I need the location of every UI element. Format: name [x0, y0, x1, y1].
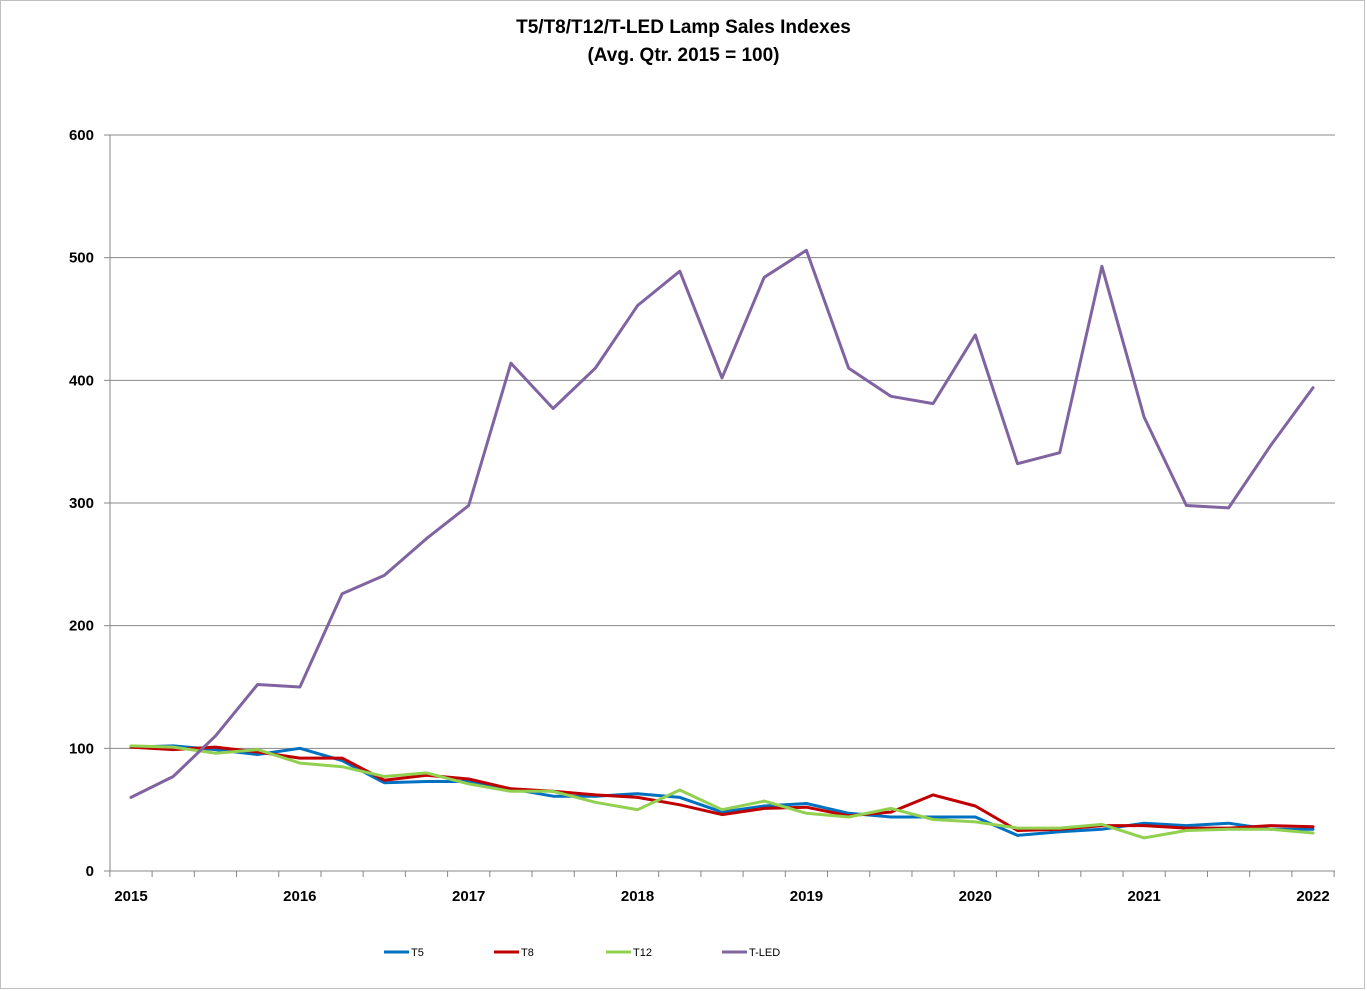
y-tick-labels: 0 100 200 300 400 500 600	[69, 127, 94, 880]
axes	[104, 135, 1335, 877]
y-tick-label-600: 600	[69, 127, 94, 144]
y-tick-label-400: 400	[69, 372, 94, 389]
series-line-t8	[131, 747, 1313, 830]
x-tick-label-2021: 2021	[1127, 888, 1160, 905]
x-tick-label-2020: 2020	[959, 888, 992, 905]
legend: T5 T8 T12 T-LED	[384, 947, 780, 959]
gridlines	[110, 135, 1335, 748]
y-tick-label-0: 0	[86, 863, 94, 880]
y-tick-label-300: 300	[69, 495, 94, 512]
legend-label-t12: T12	[633, 947, 652, 959]
x-tick-label-2017: 2017	[452, 888, 485, 905]
legend-label-t5: T5	[411, 947, 424, 959]
x-tick-label-2016: 2016	[283, 888, 316, 905]
line-chart: 0 100 200 300 400 500 600 2015 2016 2017 2018 2019…	[0, 0, 1367, 991]
y-tick-label-200: 200	[69, 618, 94, 635]
series-line-t-led	[131, 250, 1313, 797]
legend-label-t8: T8	[521, 947, 534, 959]
y-tick-label-100: 100	[69, 740, 94, 757]
x-tick-labels: 2015 2016 2017 2018 2019 2020 2021 2022	[114, 888, 1329, 905]
x-tick-label-2022: 2022	[1296, 888, 1329, 905]
x-tick-label-2019: 2019	[790, 888, 823, 905]
x-tick-label-2015: 2015	[114, 888, 147, 905]
x-tick-label-2018: 2018	[621, 888, 654, 905]
series-lines	[131, 250, 1313, 838]
y-tick-label-500: 500	[69, 250, 94, 267]
legend-label-t-led: T-LED	[749, 947, 780, 959]
